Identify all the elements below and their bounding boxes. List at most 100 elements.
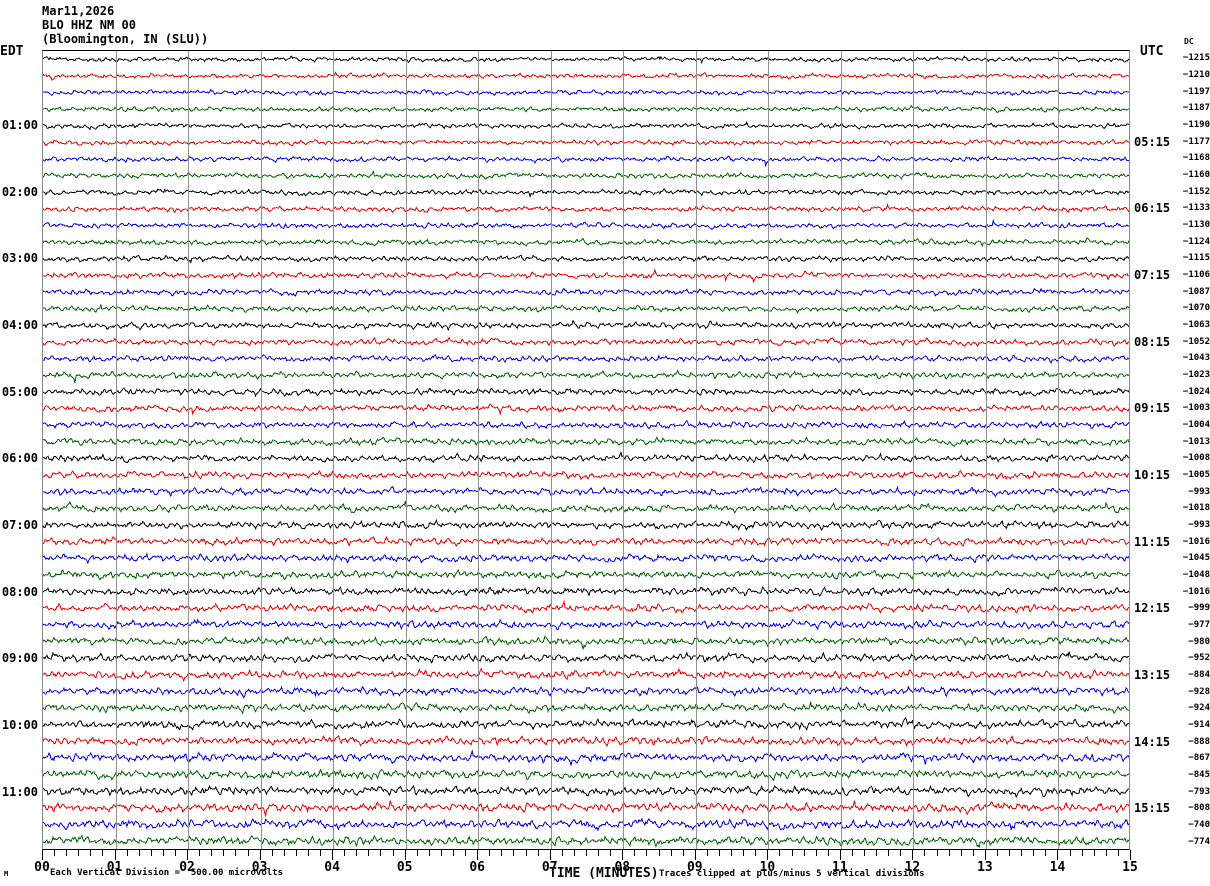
- x-tick-minor: [1082, 850, 1083, 856]
- x-tick-minor: [102, 850, 103, 856]
- x-tick-major: [42, 850, 43, 860]
- dc-offset-value: −952: [1188, 653, 1210, 664]
- seismic-trace: [43, 254, 1129, 264]
- x-tick-minor: [1021, 850, 1022, 856]
- seismic-trace: [43, 287, 1129, 297]
- x-tick-minor: [1033, 850, 1034, 856]
- hour-label-edt: 08:00: [1, 584, 38, 599]
- grid-line-vertical: [841, 51, 842, 849]
- x-tick-minor: [368, 850, 369, 856]
- dc-offset-value: −928: [1188, 686, 1210, 697]
- seismic-trace: [43, 170, 1129, 180]
- x-axis-tick-label: 07: [541, 860, 558, 875]
- grid-line-vertical: [333, 51, 334, 849]
- x-tick-minor: [489, 850, 490, 856]
- dc-offset-value: −1115: [1182, 253, 1210, 264]
- x-tick-major: [115, 850, 116, 860]
- hour-label-utc: 09:15: [1134, 401, 1171, 416]
- hour-label-edt: 01:00: [1, 118, 38, 132]
- dc-offset-value: −774: [1188, 836, 1210, 847]
- hour-label-utc: 10:15: [1134, 468, 1171, 482]
- dc-offset-value: −1133: [1182, 203, 1210, 214]
- seismic-trace: [43, 749, 1129, 766]
- hour-label-utc: 06:15: [1134, 201, 1171, 216]
- grid-line-vertical: [478, 51, 479, 849]
- x-tick-minor: [417, 850, 418, 856]
- x-tick-minor: [429, 850, 430, 856]
- x-tick-major: [405, 850, 406, 860]
- x-tick-minor: [380, 850, 381, 856]
- seismic-trace: [43, 784, 1129, 799]
- seismic-trace: [43, 55, 1129, 64]
- dc-offset-value: −1016: [1182, 536, 1210, 547]
- dc-offset-value: −808: [1188, 803, 1210, 814]
- x-tick-minor: [924, 850, 925, 856]
- x-axis-tick-label: 09: [686, 860, 703, 875]
- x-tick-major: [695, 850, 696, 860]
- hour-label-edt: 03:00: [1, 251, 38, 266]
- x-tick-major: [260, 850, 261, 860]
- x-axis-tick-label: 04: [324, 860, 340, 875]
- left-timezone-label: EDT: [0, 44, 24, 59]
- seismic-trace: [43, 734, 1129, 748]
- seismic-trace: [43, 569, 1129, 581]
- seismic-trace: [43, 138, 1129, 147]
- x-tick-minor: [526, 850, 527, 856]
- dc-offset-value: −793: [1188, 786, 1210, 797]
- seismic-trace: [43, 303, 1129, 314]
- x-tick-minor: [937, 850, 938, 856]
- x-tick-minor: [175, 850, 176, 856]
- seismic-trace: [43, 470, 1129, 481]
- hour-label-edt: 04:00: [1, 318, 38, 332]
- seismic-trace: [43, 88, 1129, 97]
- x-tick-minor: [731, 850, 732, 856]
- x-tick-minor: [501, 850, 502, 856]
- x-tick-major: [1057, 850, 1058, 860]
- dc-offset-value: −1106: [1182, 270, 1210, 280]
- right-timezone-label: UTC: [1140, 44, 1164, 59]
- x-tick-minor: [1118, 850, 1119, 856]
- seismic-trace: [43, 71, 1129, 81]
- x-tick-minor: [127, 850, 128, 856]
- seismic-trace: [43, 155, 1129, 168]
- x-tick-minor: [78, 850, 79, 856]
- dc-offset-value: −740: [1188, 820, 1210, 830]
- dc-offset-value: −1197: [1182, 86, 1210, 97]
- x-tick-minor: [199, 850, 200, 856]
- seismic-trace: [43, 104, 1129, 114]
- x-tick-minor: [792, 850, 793, 856]
- header-station: BLO HHZ NM 00: [42, 18, 136, 32]
- clipping-note: Traces clipped at plus/minus 5 vertical …: [659, 869, 925, 879]
- grid-line-vertical: [551, 51, 552, 849]
- header-date: Mar11,2026: [42, 4, 115, 18]
- x-tick-major: [622, 850, 623, 860]
- hour-label-utc: 05:15: [1134, 134, 1171, 149]
- seismogram-plot-area: [42, 50, 1130, 850]
- x-axis-tick-label: 08: [614, 860, 631, 875]
- dc-offset-value: −1130: [1182, 220, 1210, 230]
- dc-offset-value: −914: [1188, 720, 1210, 730]
- x-tick-minor: [393, 850, 394, 856]
- hour-label-utc: 08:15: [1134, 334, 1171, 349]
- hour-label-edt: 09:00: [1, 651, 38, 666]
- dc-offset-value: −1168: [1182, 153, 1210, 164]
- x-tick-minor: [719, 850, 720, 856]
- x-tick-minor: [1009, 850, 1010, 856]
- seismic-trace: [43, 536, 1129, 548]
- seismic-trace: [43, 451, 1129, 464]
- x-tick-minor: [211, 850, 212, 856]
- dc-offset-value: −1045: [1182, 553, 1210, 564]
- dc-offset-value: −1052: [1182, 336, 1210, 347]
- x-tick-major: [332, 850, 333, 860]
- seismic-trace: [43, 419, 1129, 430]
- x-tick-minor: [586, 850, 587, 856]
- x-tick-minor: [344, 850, 345, 856]
- x-tick-minor: [816, 850, 817, 856]
- x-tick-major: [1130, 850, 1131, 860]
- x-axis-tick-label: 15: [1122, 860, 1138, 875]
- seismic-trace: [43, 336, 1129, 347]
- x-tick-minor: [707, 850, 708, 856]
- x-axis-tick-label: 10: [759, 860, 776, 875]
- seismic-trace: [43, 519, 1129, 531]
- seismic-trace: [43, 834, 1129, 849]
